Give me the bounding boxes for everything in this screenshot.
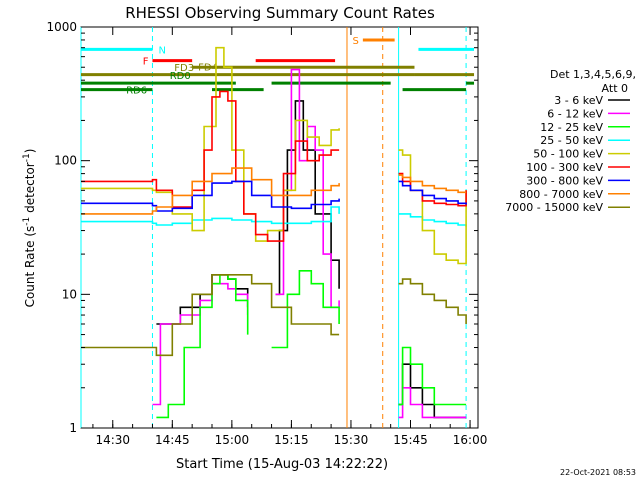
x-tick-label-6: 16:00 (453, 433, 488, 447)
vertical-markers (80, 27, 467, 428)
legend-label-6: 300 - 800 keV (526, 174, 603, 187)
x-axis-label: Start Time (15-Aug-03 14:22:22) (176, 457, 388, 472)
y-axis-label-sup2: -1 (22, 153, 32, 162)
series-8-seg1 (81, 274, 340, 357)
y-axis-label: Count Rate (s-1 detector-1) (22, 149, 37, 308)
y-tick-label-0: 1 (69, 421, 77, 435)
series-0-seg1 (156, 100, 340, 325)
legend-label-8: 7000 - 15000 keV (505, 201, 603, 214)
series-5-seg1 (81, 90, 340, 242)
series-4-seg2 (398, 149, 467, 265)
series-2-seg2 (398, 346, 467, 406)
flag-label-n: N (158, 45, 165, 56)
legend-title-line1: Det 1,3,4,5,6,9, (550, 68, 636, 81)
x-tick-label-3: 15:15 (274, 433, 309, 447)
series-1-seg2 (398, 387, 467, 419)
flag-label-rd0: RD0 (170, 71, 191, 82)
series-7-seg2 (398, 174, 467, 194)
y-axis-label-part1: Count Rate (s (23, 226, 37, 308)
y-axis-label-part2: detector (23, 162, 37, 217)
legend-label-0: 3 - 6 keV (554, 94, 603, 107)
flag-label-rd6: RD6 (126, 86, 147, 97)
flag-label-s: S (353, 36, 359, 47)
y-tick-label-1: 10 (62, 287, 77, 301)
legend-label-5: 100 - 300 keV (526, 161, 603, 174)
x-tick-label-2: 15:00 (215, 433, 250, 447)
y-tick-label-3: 1000 (46, 20, 77, 34)
series-5-seg2 (398, 172, 467, 207)
chart-title: RHESSI Observing Summary Count Rates (125, 4, 435, 22)
x-tick-label-5: 15:45 (393, 433, 428, 447)
flag-label-fd4: FD4 (198, 63, 218, 74)
flag-label-fd3: FD3 (174, 63, 194, 74)
legend-title-line2: Att 0 (602, 82, 628, 95)
legend-label-3: 25 - 50 keV (540, 134, 603, 147)
series-6-seg2 (398, 180, 467, 205)
legend-label-4: 50 - 100 keV (533, 148, 603, 161)
x-tick-label-1: 14:45 (155, 433, 190, 447)
legend-label-2: 12 - 25 keV (540, 121, 603, 134)
flag-label-f: F (143, 57, 149, 68)
x-tick-label-4: 15:30 (334, 433, 369, 447)
axis-ticks: 14:30 14:45 15:00 15:15 15:30 15:45 16:00 1 10 10… (46, 20, 487, 447)
flag-bars: NF FD3 FD4 RD0 RD6 S (81, 36, 475, 97)
series-4-seg1 (81, 46, 340, 242)
x-tick-label-0: 14:30 (95, 433, 130, 447)
series-lines (81, 46, 467, 419)
y-axis-label-end: ) (23, 149, 37, 154)
y-axis-label-sup: -1 (22, 217, 32, 226)
series-3-seg2 (398, 213, 467, 227)
legend-label-7: 800 - 7000 keV (519, 188, 603, 201)
y-tick-label-2: 100 (54, 154, 77, 168)
series-8-seg2 (398, 278, 467, 324)
series-7-seg1 (81, 167, 340, 215)
series-3-seg1 (81, 206, 340, 226)
legend-label-1: 6 - 12 keV (547, 107, 603, 120)
footer-timestamp: 22-Oct-2021 08:53 (560, 468, 636, 477)
series-0-seg2 (398, 363, 467, 419)
series-1-seg1 (152, 68, 340, 406)
